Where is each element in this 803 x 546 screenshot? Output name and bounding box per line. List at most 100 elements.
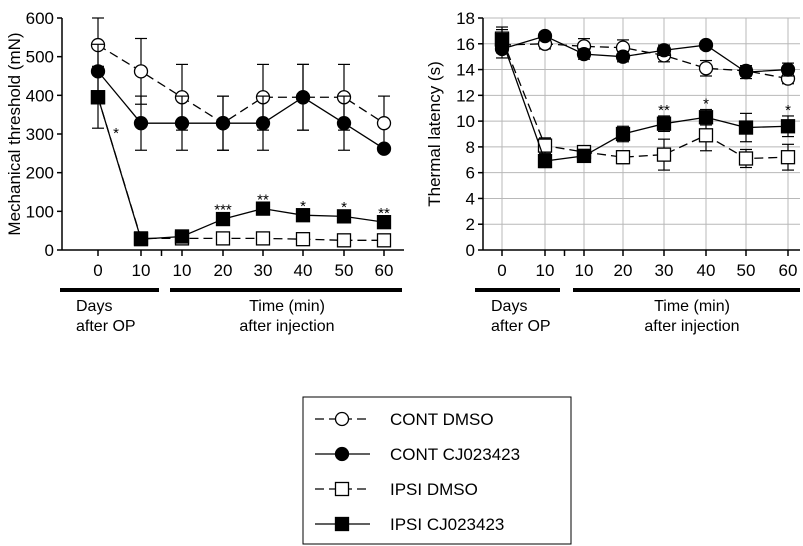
series-cont-dmso [90, 17, 392, 151]
data-point [698, 128, 714, 143]
series-cont-cj023423 [494, 28, 796, 80]
legend-label: CONT CJ023423 [390, 445, 520, 464]
y-tick-label: 100 [26, 202, 54, 221]
x-tick-label: 0 [497, 261, 506, 280]
significance-marker: * [300, 198, 306, 215]
data-point [295, 232, 311, 247]
group-label-time: Time (min) [654, 298, 730, 315]
data-point [336, 233, 352, 248]
data-point [215, 231, 231, 246]
x-tick-label: 10 [132, 261, 151, 280]
x-tick-label: 20 [614, 261, 633, 280]
data-point [698, 61, 714, 76]
x-tick-label: 60 [779, 261, 798, 280]
x-tick-label: 30 [254, 261, 273, 280]
legend-marker [334, 411, 350, 427]
y-tick-label: 0 [45, 241, 54, 260]
x-tick-label: 30 [655, 261, 674, 280]
data-point [615, 49, 631, 64]
data-point [656, 147, 672, 162]
y-tick-label: 10 [456, 112, 475, 131]
legend: CONT DMSO CONT CJ023423 IPSI DMSO IPSI CJ02… [302, 396, 572, 545]
data-point [738, 151, 754, 166]
legend-marker [334, 481, 350, 497]
significance-marker: ** [378, 205, 390, 222]
data-point [133, 64, 149, 79]
data-point [336, 209, 352, 224]
y-axis-label: Mechanical threshold (mN) [5, 32, 24, 235]
data-point [255, 231, 271, 246]
data-point [698, 110, 714, 125]
y-tick-label: 4 [466, 189, 475, 208]
group-label-time-sub: after injection [239, 318, 334, 335]
data-point [90, 90, 106, 105]
data-point [376, 141, 392, 156]
x-tick-label: 10 [173, 261, 192, 280]
group-label-days: Days [76, 298, 112, 315]
y-tick-label: 18 [456, 9, 475, 28]
data-point [376, 116, 392, 131]
series-line [501, 38, 789, 160]
data-point [537, 153, 553, 169]
y-tick-label: 400 [26, 86, 54, 105]
data-point [133, 116, 149, 131]
x-tick-label: 50 [335, 261, 354, 280]
group-label-days-sub: after OP [491, 318, 551, 335]
data-point [780, 119, 796, 134]
data-point [780, 150, 796, 165]
y-tick-label: 500 [26, 48, 54, 67]
legend-label: CONT DMSO [390, 410, 494, 429]
data-point [780, 62, 796, 77]
group-label-time-sub: after injection [644, 318, 739, 335]
data-point [215, 211, 231, 227]
x-tick-label: 60 [375, 261, 394, 280]
series-cont-cj023423 [90, 43, 392, 156]
data-point [255, 116, 271, 131]
significance-marker: * [341, 199, 347, 216]
significance-marker: * [113, 125, 119, 142]
chart-panel-2: 0 2 4 6 8 10 12 14 16 18 0 10 10 20 30 40 50 60 Days after … [425, 9, 800, 335]
group-label-days-sub: after OP [76, 318, 136, 335]
legend-label: IPSI CJ023423 [390, 515, 504, 534]
y-tick-label: 12 [456, 86, 475, 105]
x-tick-label: 40 [697, 261, 716, 280]
data-point [215, 116, 231, 131]
data-point [494, 32, 510, 48]
group-label-time: Time (min) [249, 298, 325, 315]
y-tick-label: 300 [26, 125, 54, 144]
significance-marker: * [785, 102, 791, 119]
x-tick-label: 20 [214, 261, 233, 280]
data-point [295, 208, 311, 223]
data-point [376, 215, 392, 230]
data-point [698, 37, 714, 53]
group-label-days: Days [491, 298, 527, 315]
data-point [615, 150, 631, 165]
y-tick-label: 0 [466, 241, 475, 260]
significance-marker: ** [658, 102, 670, 119]
y-tick-label: 16 [456, 35, 475, 54]
data-point [615, 126, 631, 142]
data-point [576, 46, 592, 62]
data-point [336, 116, 352, 131]
data-point [656, 116, 672, 131]
legend-marker [334, 446, 350, 462]
series-ipsi-cj023423 [90, 65, 392, 247]
data-point [255, 201, 271, 216]
data-point [576, 148, 592, 164]
significance-marker: ** [257, 191, 269, 208]
y-axis-label: Thermal latency (s) [425, 61, 444, 206]
data-point [174, 229, 190, 244]
data-point [738, 64, 754, 80]
data-point [295, 90, 311, 105]
significance-marker: * [703, 95, 709, 112]
y-tick-label: 6 [466, 164, 475, 183]
data-point [133, 232, 149, 247]
x-tick-label: 40 [294, 261, 313, 280]
series-ipsi-cj023423 [494, 29, 796, 169]
y-tick-label: 600 [26, 9, 54, 28]
data-point [537, 138, 553, 153]
significance-marker: *** [214, 202, 232, 219]
y-tick-label: 2 [466, 215, 475, 234]
data-point [537, 28, 553, 44]
